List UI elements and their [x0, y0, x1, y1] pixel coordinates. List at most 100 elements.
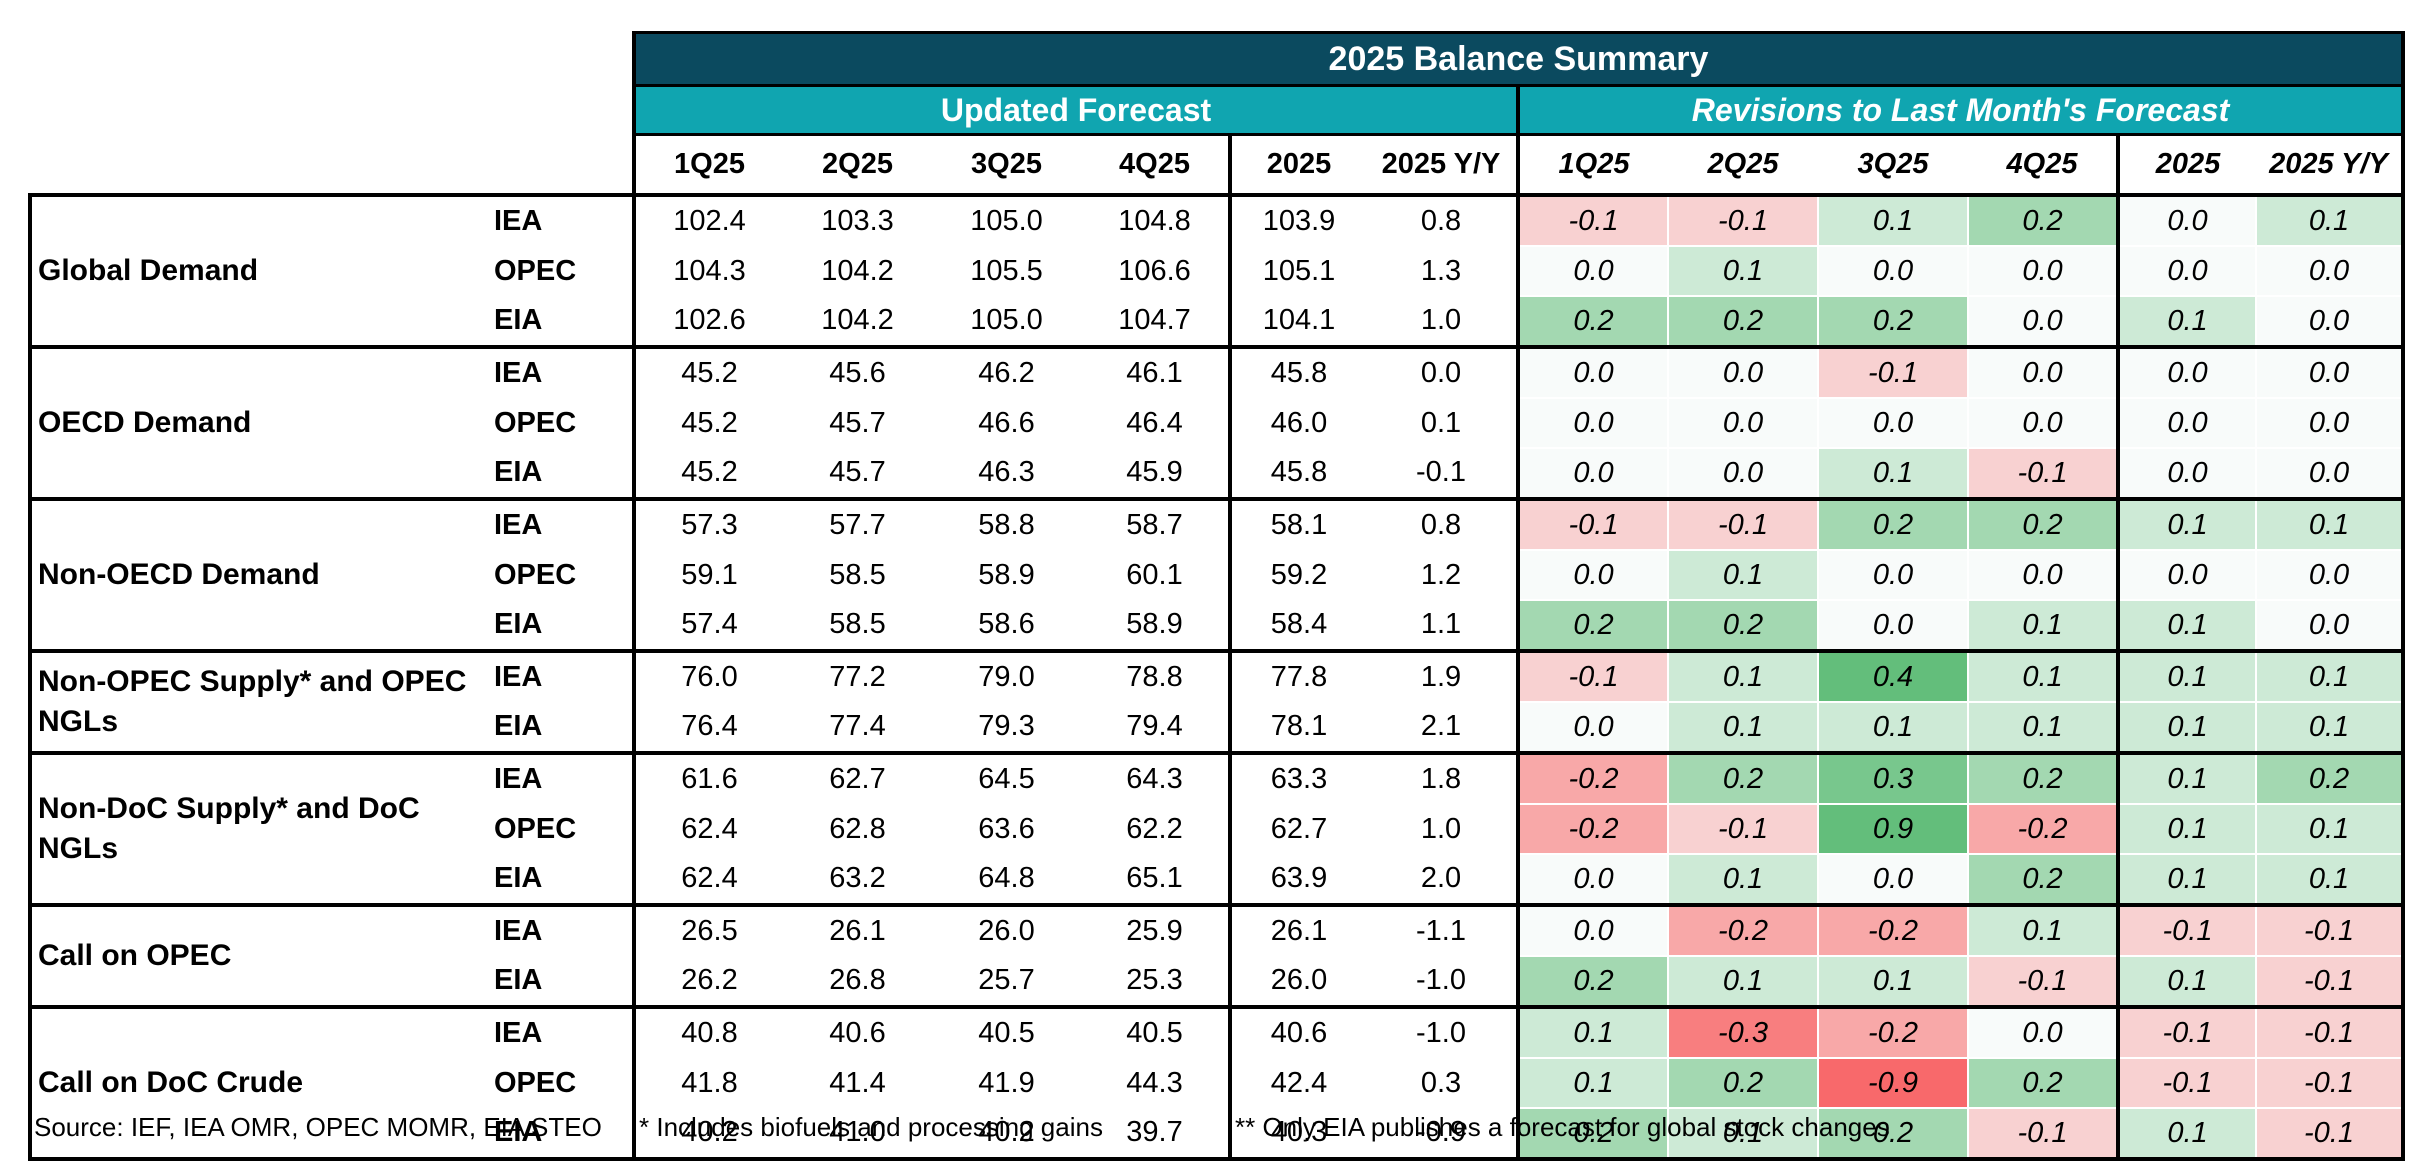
forecast-cell: 58.4 — [1228, 600, 1366, 653]
source-label: IEA — [480, 903, 634, 956]
data-row: OECD Demand IEA 45.2 45.6 46.2 46.1 45.8 0.0 0.0… — [28, 345, 2405, 501]
source-label: OPEC — [494, 1066, 577, 1099]
source-label: EIA — [480, 854, 634, 907]
column-header: 2Q25 — [1668, 133, 1818, 197]
forecast-cell: 45.7 — [829, 406, 886, 439]
forecast-cell: 62.4 — [632, 854, 783, 907]
forecast-cell: 64.3 — [1081, 751, 1230, 804]
forecast-cell: 46.6 — [978, 406, 1035, 439]
forecast-cell: 45.7 — [783, 448, 932, 501]
revision-cell: -0.9 — [1817, 1057, 1969, 1109]
forecast-cell: 105.1 — [1228, 246, 1366, 296]
source-label: EIA — [480, 956, 634, 1009]
revision-cell: 0.0 — [1967, 345, 2119, 399]
forecast-cell: 106.6 — [1118, 254, 1191, 287]
column-header: 2025 — [1228, 133, 1366, 197]
revision-cell: 0.1 — [2255, 649, 2405, 703]
column-header: 2025 Y/Y — [2256, 133, 2405, 197]
section-label: Call on OPEC — [28, 903, 480, 1009]
revision-cell: 0.0 — [1967, 1005, 2119, 1059]
forecast-cell: -1.0 — [1366, 1005, 1518, 1058]
section-label: Non-OECD Demand — [28, 497, 480, 653]
revision-cell: -0.1 — [1667, 803, 1819, 855]
data-row: OPEC 104.3 104.2 105.5 106.6 105.1 1.3 0.0 0.1 0.… — [30, 245, 2405, 297]
revision-cell: 0.2 — [1667, 751, 1819, 805]
table-title: 2025 Balance Summary — [632, 31, 2405, 87]
forecast-cell: 26.5 — [632, 903, 783, 956]
revision-cell: 0.0 — [1516, 245, 1669, 297]
data-row: EIA 40.2 41.0 40.2 39.7 40.3 -0.9 0.2 0.1 0.2 -0.1… — [30, 1107, 2405, 1161]
revision-cell: -0.1 — [2116, 1057, 2257, 1109]
forecast-cell: 62.4 — [632, 804, 783, 854]
section-label: Global Demand — [28, 193, 480, 349]
forecast-cell: 39.7 — [1081, 1108, 1230, 1161]
forecast-cell: 40.5 — [1081, 1005, 1230, 1058]
forecast-cell: 103.3 — [783, 193, 932, 246]
revision-cell: -0.1 — [1967, 955, 2119, 1009]
revision-cell: 0.1 — [1817, 447, 1969, 501]
forecast-cell: 103.9 — [1228, 193, 1366, 246]
revision-cell: 0.1 — [1667, 1107, 1819, 1161]
forecast-cell: 45.8 — [1228, 448, 1366, 501]
forecast-cell: 63.2 — [783, 854, 932, 907]
footnote: * Includes biofuels and processing gains — [639, 1112, 1103, 1142]
data-row: OPEC 41.8 41.4 41.9 44.3 42.4 0.3 0.1 0.2 -0.9 0.2… — [30, 1057, 2405, 1109]
revision-cell: 0.1 — [2255, 853, 2405, 907]
revision-cell: 0.0 — [2116, 397, 2257, 449]
data-row: Call on OPEC IEA 26.5 26.1 26.0 25.9 26.1 -1.1 0… — [28, 903, 2405, 1009]
revision-cell: 0.0 — [1516, 345, 1669, 399]
blank — [30, 33, 634, 86]
data-row: Global Demand IEA 102.4 103.3 105.0 104.8 103.… — [28, 193, 2405, 349]
revision-cell: 0.1 — [2116, 649, 2257, 703]
forecast-cell: 58.5 — [783, 600, 932, 653]
column-header: 3Q25 — [932, 133, 1081, 197]
source-label: EIA — [480, 702, 634, 755]
forecast-cell: 0.8 — [1366, 193, 1518, 246]
source-label: OPEC — [494, 406, 577, 439]
forecast-cell: 77.2 — [783, 649, 932, 702]
forecast-cell: 41.0 — [783, 1108, 932, 1161]
revision-cell: -0.1 — [2255, 1107, 2405, 1161]
revision-cell: 0.1 — [1667, 649, 1819, 703]
forecast-cell: 1.0 — [1420, 812, 1462, 845]
revision-cell: 0.0 — [1967, 295, 2119, 349]
revision-cell: 0.0 — [1817, 245, 1969, 297]
forecast-cell: 102.6 — [632, 296, 783, 349]
forecast-cell: 2.0 — [1366, 854, 1518, 907]
source-label: OPEC — [494, 558, 577, 591]
forecast-cell: 78.8 — [1081, 649, 1230, 702]
revision-cell: 0.1 — [2255, 497, 2405, 551]
forecast-cell: 1.9 — [1366, 649, 1518, 702]
forecast-cell: -0.1 — [1366, 448, 1518, 501]
data-row: OPEC 59.1 58.5 58.9 60.1 59.2 1.2 0.0 0.1 0.0 0.0 0… — [30, 549, 2405, 601]
revision-cell: 0.0 — [1516, 903, 1669, 957]
revision-cell: 0.1 — [2116, 701, 2257, 755]
forecast-cell: 46.0 — [1228, 398, 1366, 448]
revision-cell: 0.1 — [1667, 853, 1819, 907]
forecast-cell: 0.8 — [1366, 497, 1518, 550]
revision-cell: 0.1 — [1516, 1057, 1669, 1109]
column-header: 2025 — [2116, 133, 2256, 197]
forecast-cell: 58.1 — [1228, 497, 1366, 550]
revision-cell: 0.1 — [1817, 701, 1969, 755]
forecast-cell: 42.4 — [1228, 1058, 1366, 1108]
forecast-cell: 76.4 — [632, 702, 783, 755]
forecast-cell: 62.2 — [1126, 812, 1183, 845]
revision-cell: -0.2 — [1667, 903, 1819, 957]
revision-cell: 0.1 — [2116, 1107, 2257, 1161]
source-label: OPEC — [494, 254, 577, 287]
revision-cell: -0.1 — [1967, 447, 2119, 501]
revision-cell: 0.2 — [1967, 751, 2119, 805]
section-label: Non-OPEC Supply* and OPEC NGLs — [28, 649, 480, 755]
forecast-cell: 41.8 — [632, 1058, 783, 1108]
forecast-cell: 45.9 — [1081, 448, 1230, 501]
forecast-cell: 25.3 — [1081, 956, 1230, 1009]
forecast-cell: 63.9 — [1228, 854, 1366, 907]
revision-cell: 0.0 — [2255, 345, 2405, 399]
blank — [30, 86, 634, 135]
revision-cell: 0.1 — [1967, 649, 2119, 703]
revision-cell: 0.0 — [2116, 245, 2257, 297]
forecast-cell: 59.1 — [632, 550, 783, 600]
revision-cell: 0.1 — [1667, 701, 1819, 755]
forecast-cell: 105.0 — [932, 296, 1081, 349]
